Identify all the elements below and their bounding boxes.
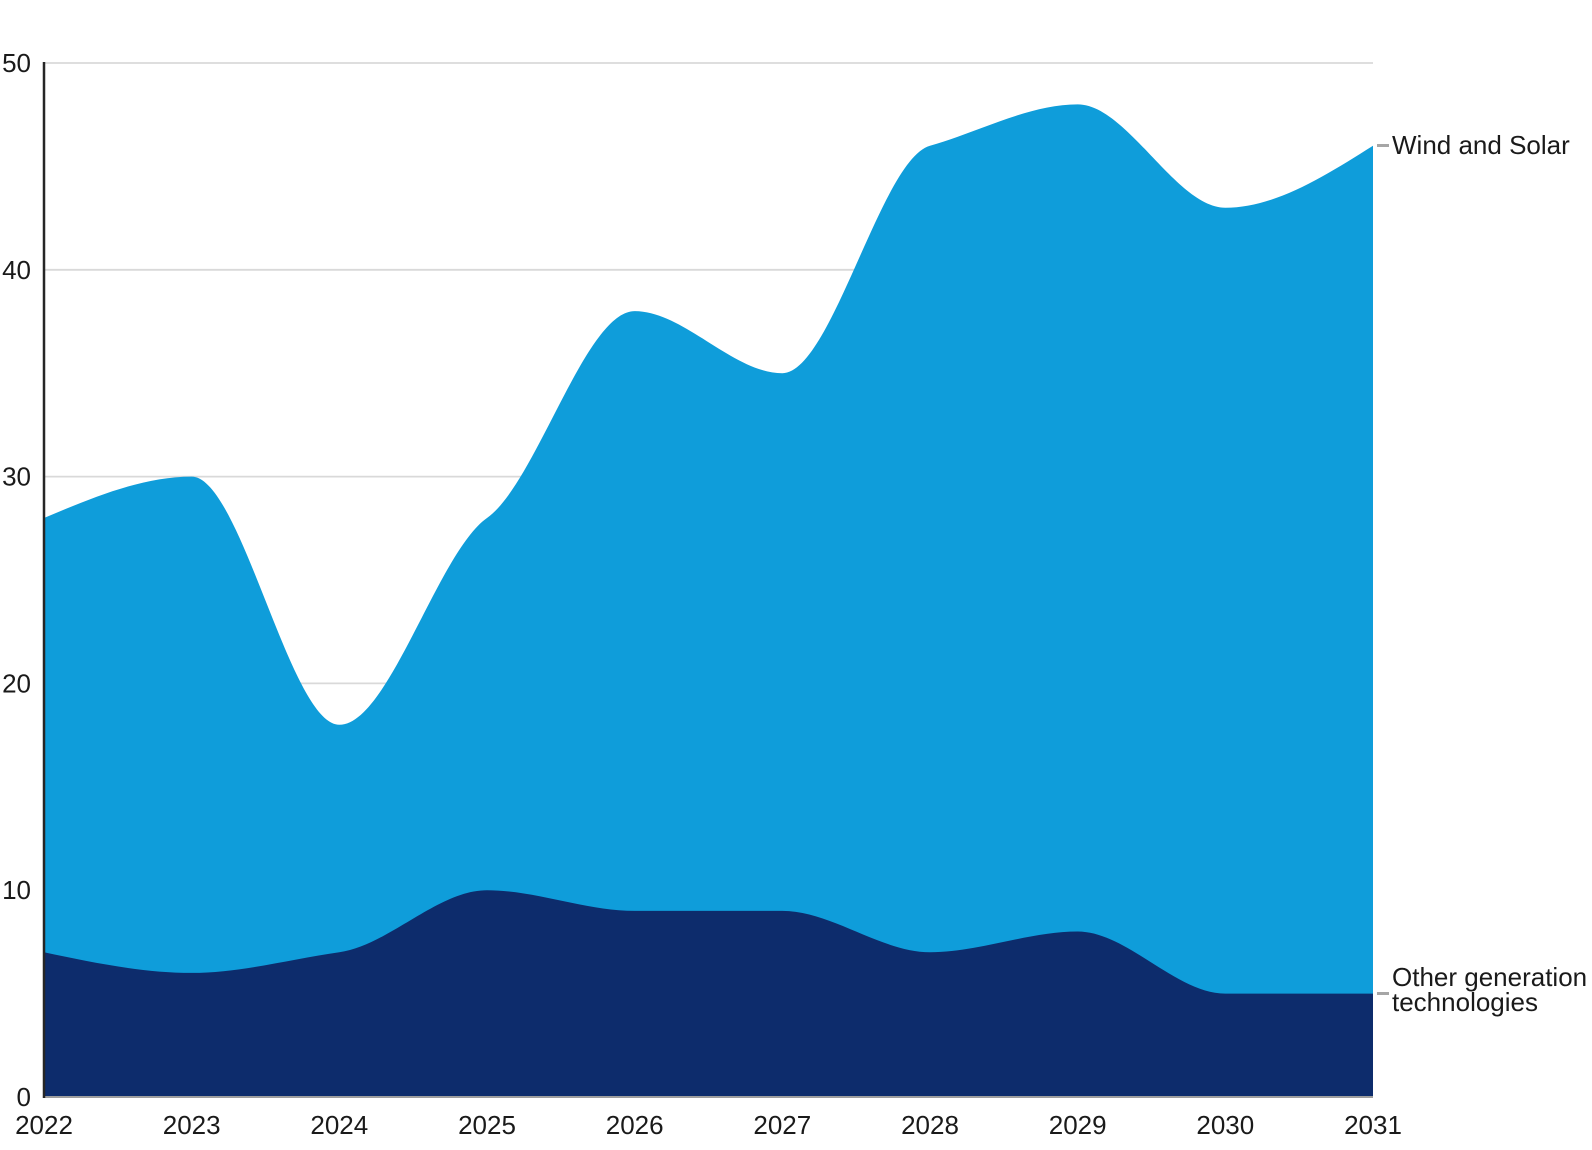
x-tick-label-2030: 2030	[1196, 1110, 1254, 1140]
x-tick-label-2023: 2023	[163, 1110, 221, 1140]
area-other-generation	[44, 890, 1373, 1097]
y-tick-label-40: 40	[2, 255, 31, 285]
y-tick-label-50: 50	[2, 48, 31, 78]
x-tick-label-2031: 2031	[1344, 1110, 1402, 1140]
series-label-wind-and-solar: Wind and Solar	[1392, 129, 1570, 160]
x-tick-label-2028: 2028	[901, 1110, 959, 1140]
x-tick-label-2024: 2024	[310, 1110, 368, 1140]
x-tick-label-2026: 2026	[606, 1110, 664, 1140]
y-tick-label-10: 10	[2, 875, 31, 905]
series-label-other-generation: Other generation technologies	[1392, 961, 1588, 1017]
label-tick-wind-and-solar	[1377, 143, 1389, 147]
area-wind-and-solar	[44, 104, 1373, 1098]
label-tick-other-generation	[1377, 991, 1389, 995]
x-tick-label-2027: 2027	[753, 1110, 811, 1140]
x-tick-label-2025: 2025	[458, 1110, 516, 1140]
y-tick-label-20: 20	[2, 668, 31, 698]
y-tick-label-30: 30	[2, 462, 31, 492]
x-tick-label-2029: 2029	[1049, 1110, 1107, 1140]
x-tick-label-2022: 2022	[15, 1110, 73, 1140]
y-tick-label-0: 0	[17, 1082, 31, 1112]
